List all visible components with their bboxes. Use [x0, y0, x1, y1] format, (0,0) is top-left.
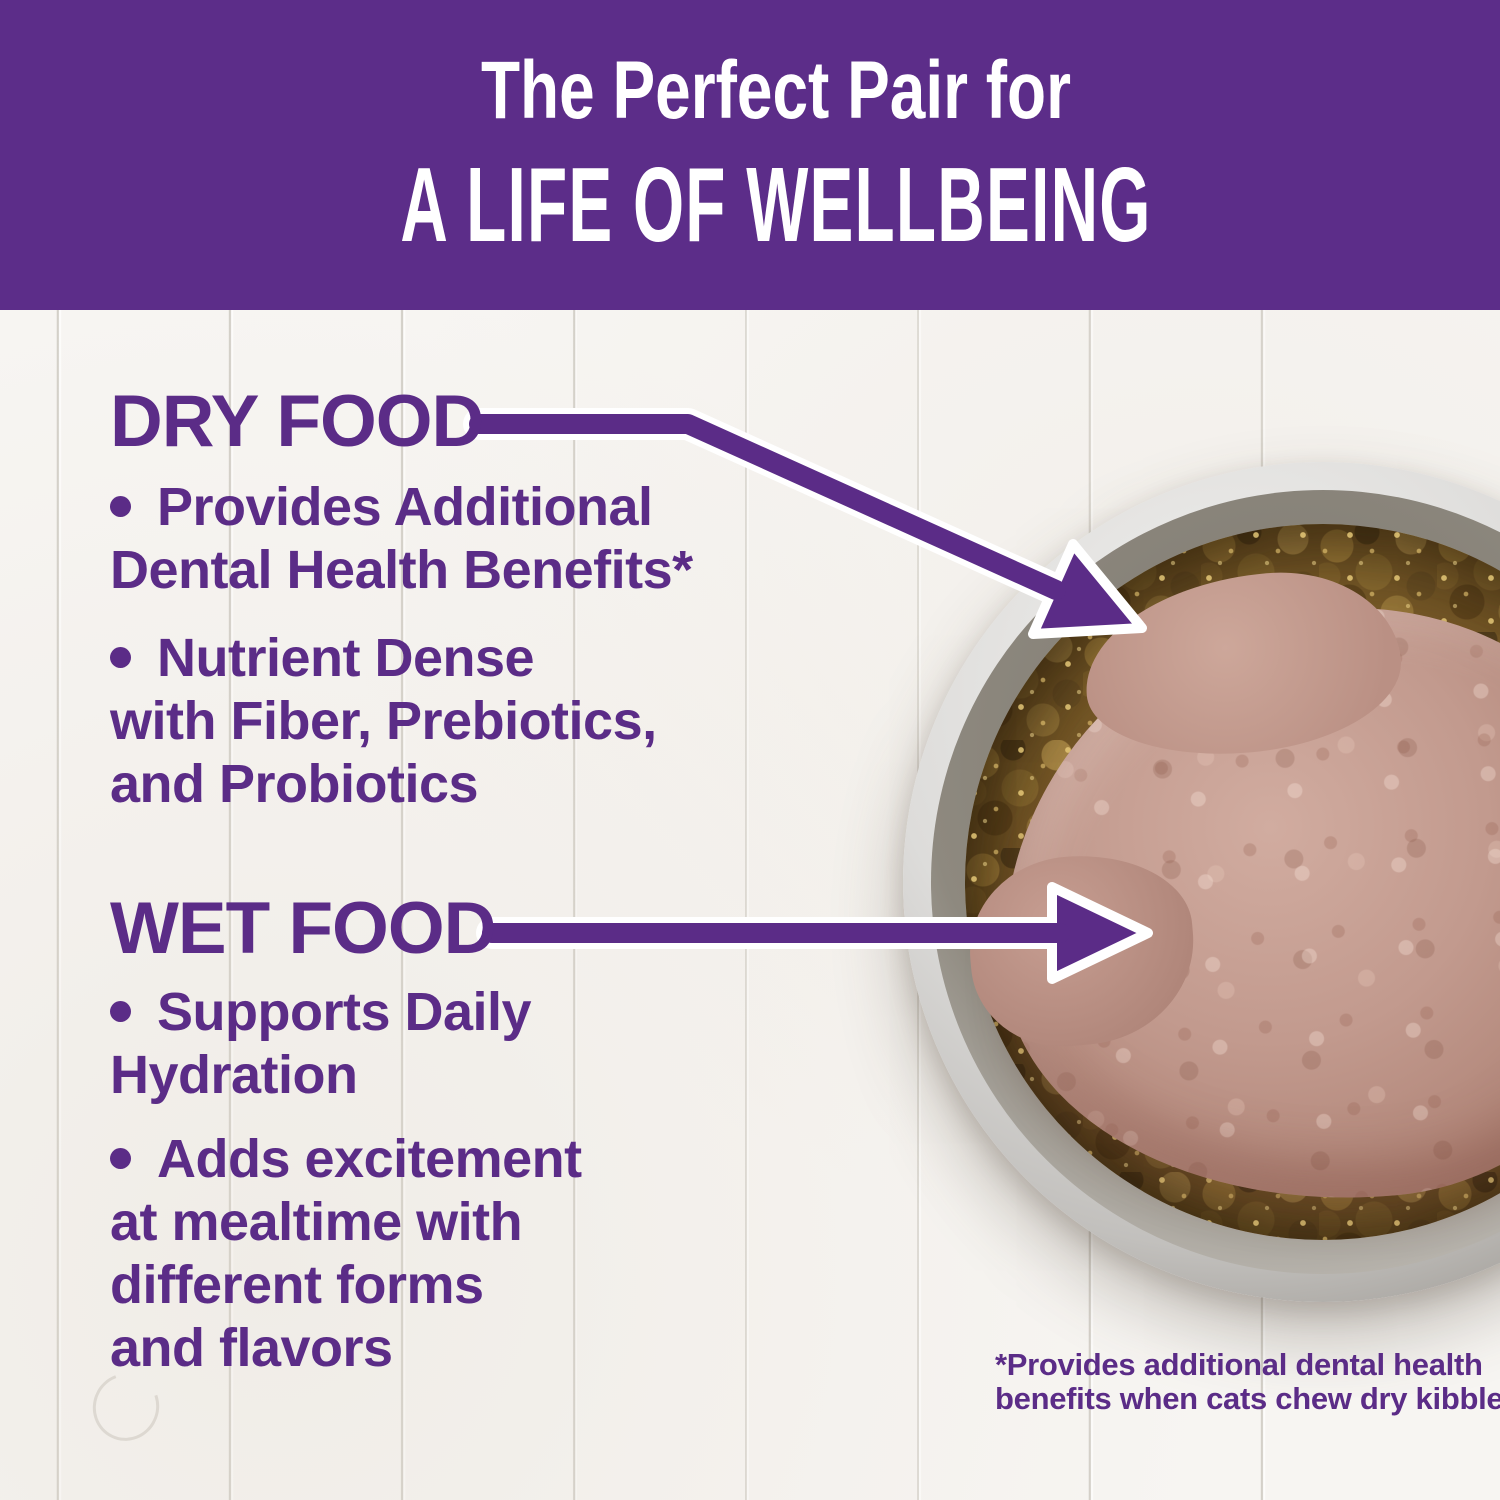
wet-food-heading: WET FOOD — [110, 888, 496, 969]
header-banner: The Perfect Pair for A LIFE OF WELLBEING — [0, 0, 1500, 310]
bullet-line: Hydration — [110, 1045, 358, 1105]
bullet-line: and flavors — [110, 1318, 393, 1378]
bullet-line: different forms — [110, 1255, 484, 1315]
dry-food-bullet-2: Nutrient Dense with Fiber, Prebiotics, a… — [110, 627, 657, 816]
bullet-text: Supports Daily — [157, 982, 532, 1042]
wet-food-bullet-2: Adds excitement at mealtime with differe… — [110, 1128, 582, 1380]
header-line-2: A LIFE OF WELLBEING — [400, 146, 1152, 264]
bullet-text: Provides Additional — [157, 477, 653, 537]
bullet-line: Provides Additional — [110, 476, 693, 539]
header-text-group: The Perfect Pair for A LIFE OF WELLBEING — [26, 45, 1500, 264]
footnote-line-1: *Provides additional dental health — [995, 1347, 1483, 1382]
footnote: *Provides additional dental health benef… — [995, 1348, 1500, 1416]
food-bowl-photo — [903, 462, 1500, 1302]
bullet-line: Supports Daily — [110, 981, 532, 1044]
dry-food-bullet-1: Provides Additional Dental Health Benefi… — [110, 476, 693, 602]
bullet-line: and Probiotics — [110, 754, 479, 814]
header-line-1: The Perfect Pair for — [480, 45, 1072, 136]
bullet-line: with Fiber, Prebiotics, — [110, 691, 657, 751]
bullet-line: Nutrient Dense — [110, 627, 657, 690]
footnote-line-2: benefits when cats chew dry kibble — [995, 1381, 1500, 1416]
wet-food-bullet-1: Supports Daily Hydration — [110, 981, 532, 1107]
bullet-dot-icon — [110, 496, 131, 518]
bullet-text: Nutrient Dense — [157, 628, 535, 688]
bullet-dot-icon — [110, 1001, 131, 1023]
bullet-line: at mealtime with — [110, 1192, 523, 1252]
bullet-line: Adds excitement — [110, 1128, 582, 1191]
dry-food-heading: DRY FOOD — [110, 381, 484, 462]
bullet-line: Dental Health Benefits* — [110, 540, 693, 600]
bullet-dot-icon — [110, 647, 131, 669]
bullet-dot-icon — [110, 1148, 131, 1170]
bullet-text: Adds excitement — [157, 1129, 582, 1189]
